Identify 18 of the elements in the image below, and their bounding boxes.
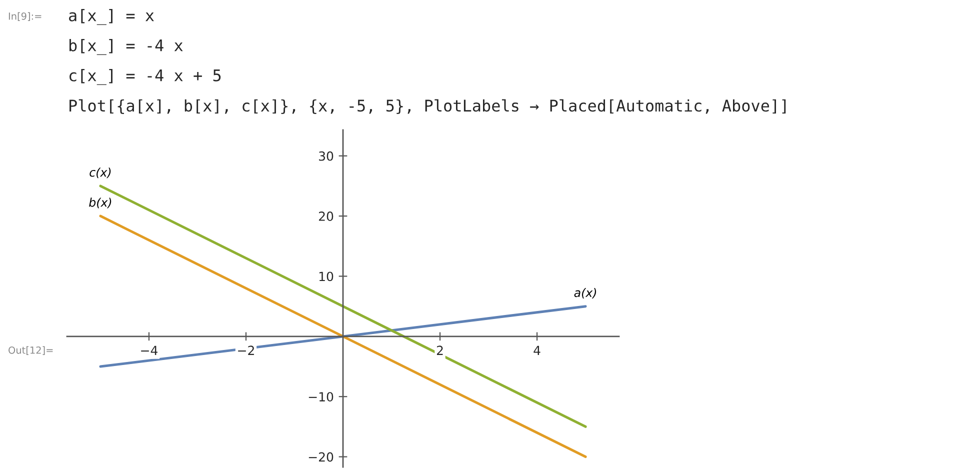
text: Out[12]= [8,346,53,355]
x-tick-label: 2 [436,346,443,355]
x-tick-label: 4 [534,346,540,355]
text: b[x_] = -4 x [70,39,183,55]
text: a[x_] = x [69,9,154,25]
text: In[9]:= [8,12,42,21]
text: c[x_] = -4 x + 5 [70,69,221,85]
series-label: a(x) [574,288,596,298]
y-tick-label: −20 [308,452,334,462]
x-tick-label: −2 [238,346,254,355]
y-tick-label: 20 [318,212,334,221]
x-tick-label: −4 [141,346,158,355]
y-tick-label: 10 [319,272,334,282]
text: Plot[{a[x], b[x], c[x]}, {x, -5, 5}, PlotLabels → Placed[Automatic, Above]] [70,99,786,114]
series-label: c(x) [90,168,111,178]
series-label: b(x) [89,198,112,208]
y-tick-label: 30 [319,151,334,161]
y-tick-label: −10 [308,392,334,402]
